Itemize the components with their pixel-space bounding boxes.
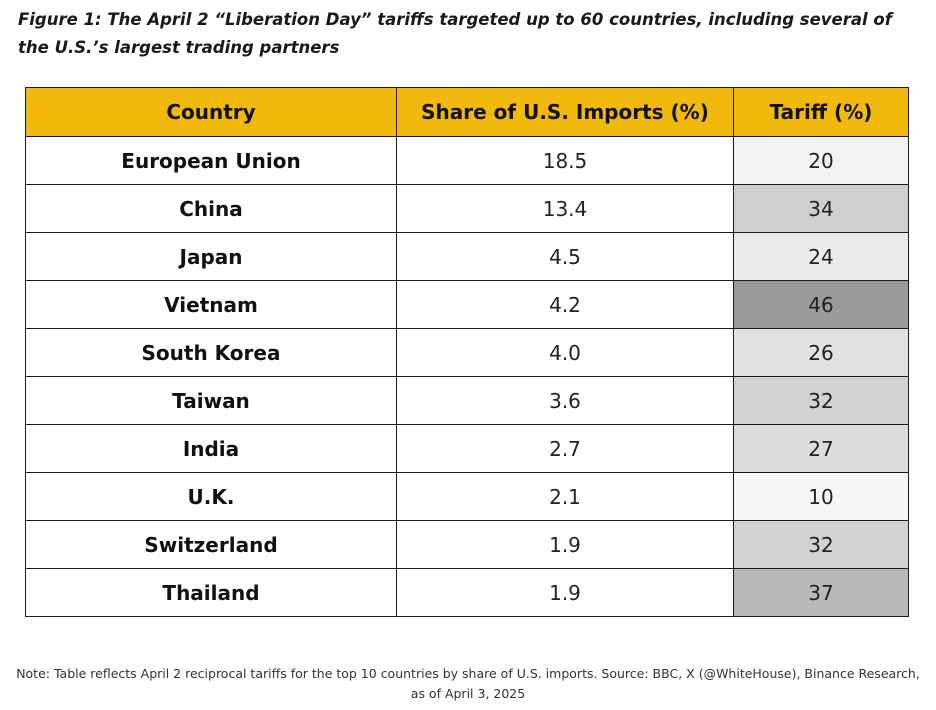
share-cell: 1.9: [397, 569, 734, 617]
table-row: China 13.4 34: [26, 185, 909, 233]
country-cell: European Union: [26, 137, 397, 185]
tariff-cell: 32: [734, 521, 909, 569]
tariff-cell: 10: [734, 473, 909, 521]
country-cell: U.K.: [26, 473, 397, 521]
country-cell: South Korea: [26, 329, 397, 377]
table-row: India 2.7 27: [26, 425, 909, 473]
column-header-share: Share of U.S. Imports (%): [397, 88, 734, 137]
tariff-cell: 32: [734, 377, 909, 425]
table-row: Japan 4.5 24: [26, 233, 909, 281]
column-header-country: Country: [26, 88, 397, 137]
country-cell: India: [26, 425, 397, 473]
country-cell: Switzerland: [26, 521, 397, 569]
share-cell: 13.4: [397, 185, 734, 233]
table-row: Taiwan 3.6 32: [26, 377, 909, 425]
share-cell: 3.6: [397, 377, 734, 425]
table-row: Switzerland 1.9 32: [26, 521, 909, 569]
tariff-cell: 20: [734, 137, 909, 185]
table-row: South Korea 4.0 26: [26, 329, 909, 377]
share-cell: 1.9: [397, 521, 734, 569]
tariff-cell: 26: [734, 329, 909, 377]
tariff-cell: 46: [734, 281, 909, 329]
table-row: European Union 18.5 20: [26, 137, 909, 185]
share-cell: 4.5: [397, 233, 734, 281]
table-header-row: Country Share of U.S. Imports (%) Tariff…: [26, 88, 909, 137]
share-cell: 2.1: [397, 473, 734, 521]
source-note: Note: Table reflects April 2 reciprocal …: [14, 664, 922, 704]
country-cell: China: [26, 185, 397, 233]
country-cell: Vietnam: [26, 281, 397, 329]
country-cell: Japan: [26, 233, 397, 281]
share-cell: 2.7: [397, 425, 734, 473]
share-cell: 4.2: [397, 281, 734, 329]
tariff-table: Country Share of U.S. Imports (%) Tariff…: [25, 87, 909, 617]
tariff-cell: 37: [734, 569, 909, 617]
table-row: Thailand 1.9 37: [26, 569, 909, 617]
tariff-cell: 34: [734, 185, 909, 233]
country-cell: Thailand: [26, 569, 397, 617]
tariff-cell: 27: [734, 425, 909, 473]
table-row: U.K. 2.1 10: [26, 473, 909, 521]
figure-title: Figure 1: The April 2 “Liberation Day” t…: [18, 6, 918, 62]
share-cell: 4.0: [397, 329, 734, 377]
share-cell: 18.5: [397, 137, 734, 185]
table-row: Vietnam 4.2 46: [26, 281, 909, 329]
column-header-tariff: Tariff (%): [734, 88, 909, 137]
tariff-cell: 24: [734, 233, 909, 281]
country-cell: Taiwan: [26, 377, 397, 425]
